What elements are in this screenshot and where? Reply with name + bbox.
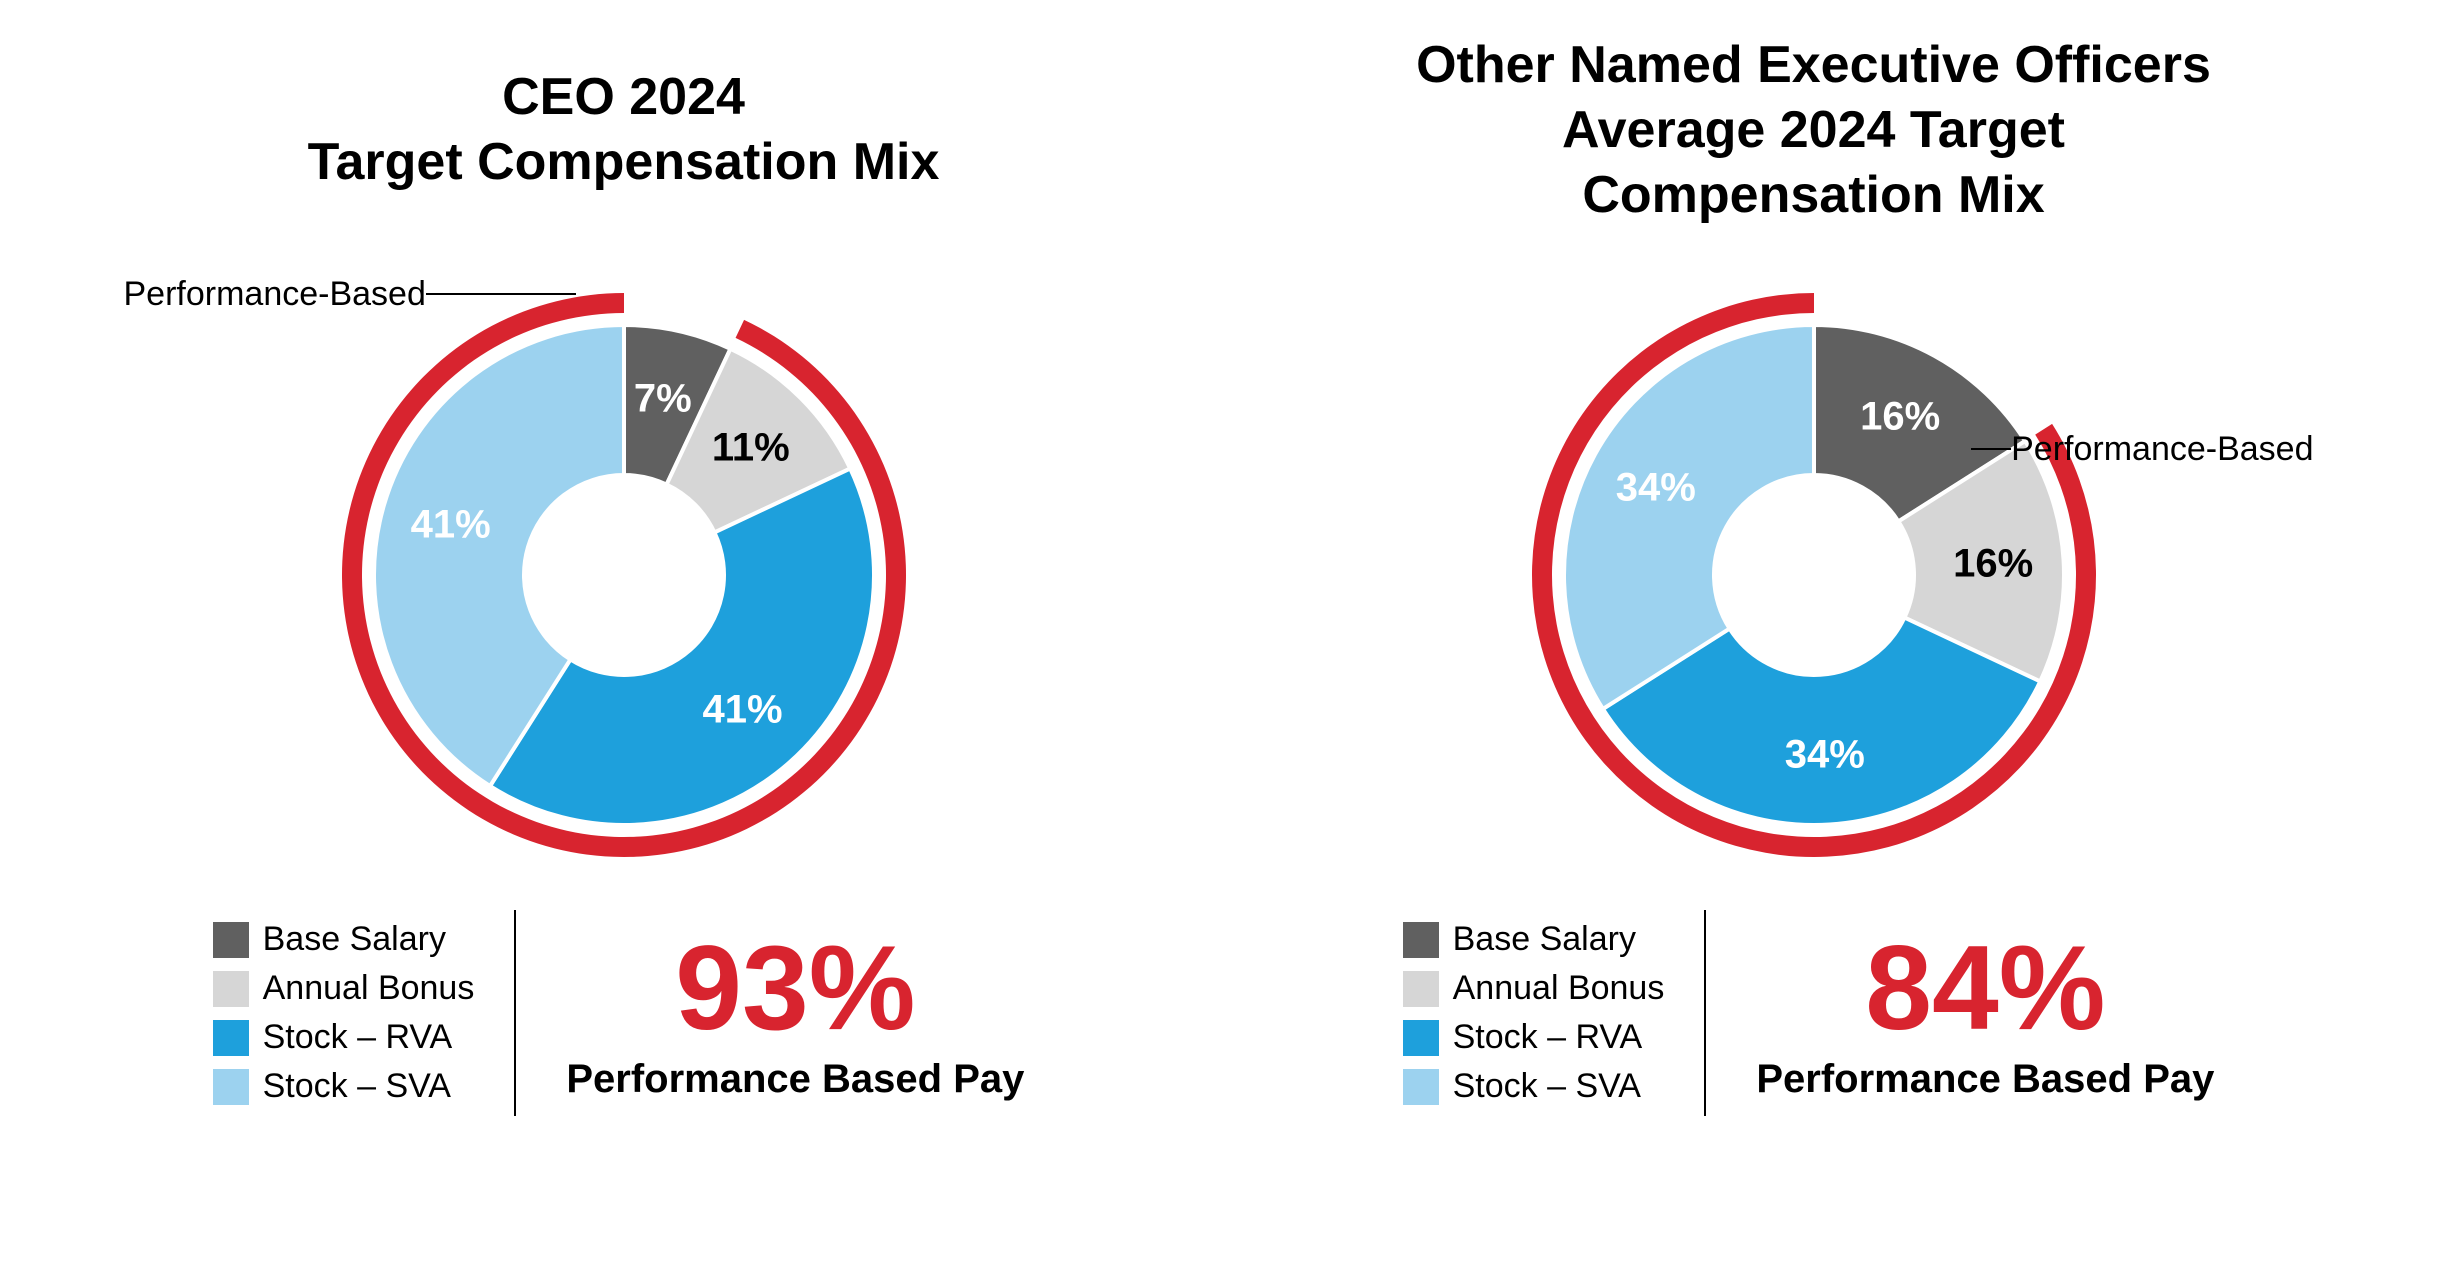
slice-label-stock_sva: 41%: [411, 502, 491, 547]
annotation-line: [426, 293, 577, 295]
legend-item-base-salary: Base Salary: [1403, 920, 1665, 959]
slice-label-annual_bonus: 11%: [712, 425, 790, 470]
performance-annotation: Performance-Based: [124, 275, 577, 314]
legend-label-annual-bonus: Annual Bonus: [263, 969, 475, 1008]
legend-label-base-salary: Base Salary: [263, 920, 446, 959]
legend-swatch-annual-bonus: [213, 971, 249, 1007]
annotation-line: [1971, 448, 2011, 450]
chart-title-ceo: CEO 2024 Target Compensation Mix: [308, 30, 940, 230]
legend-item-stock-sva: Stock – SVA: [1403, 1067, 1665, 1106]
charts-container: CEO 2024 Target Compensation Mix 7% 11% 41…: [40, 30, 2397, 1116]
slice-label-base_salary: 7%: [634, 377, 692, 422]
legend-swatch-annual-bonus: [1403, 971, 1439, 1007]
legend-label-stock-sva: Stock – SVA: [1453, 1067, 1641, 1106]
slice-label-annual_bonus: 16%: [1953, 541, 2033, 586]
big-label-neo: Performance Based Pay: [1756, 1057, 2214, 1102]
legend-item-stock-sva: Stock – SVA: [213, 1067, 475, 1106]
performance-annotation: Performance-Based: [1971, 430, 2313, 469]
legend-label-stock-rva: Stock – RVA: [263, 1018, 453, 1057]
donut-neo: 16% 16% 34% 34%: [1530, 291, 2098, 859]
chart-area-ceo: 7% 11% 41% 41% Performance-Based: [124, 250, 1124, 900]
donut-slice-stock_sva: [1564, 325, 1814, 709]
bottom-row-neo: Base Salary Annual Bonus Stock – RVA Sto…: [1289, 910, 2339, 1116]
legend-item-annual-bonus: Annual Bonus: [213, 969, 475, 1008]
slice-label-stock_rva: 34%: [1785, 732, 1865, 777]
slice-label-stock_sva: 34%: [1616, 466, 1696, 511]
performance-annotation-text: Performance-Based: [2011, 430, 2313, 469]
big-label-ceo: Performance Based Pay: [566, 1057, 1024, 1102]
performance-annotation-text: Performance-Based: [124, 275, 426, 314]
legend-item-annual-bonus: Annual Bonus: [1403, 969, 1665, 1008]
legend-swatch-stock-rva: [1403, 1020, 1439, 1056]
big-pct-neo: 84%: [1865, 925, 2105, 1051]
slice-label-base_salary: 16%: [1860, 395, 1940, 440]
big-stat-neo: 84% Performance Based Pay: [1746, 910, 2224, 1116]
legend-ceo: Base Salary Annual Bonus Stock – RVA Sto…: [213, 910, 475, 1116]
slice-label-stock_rva: 41%: [703, 688, 783, 733]
divider: [1704, 910, 1706, 1116]
legend-neo: Base Salary Annual Bonus Stock – RVA Sto…: [1403, 910, 1665, 1116]
bottom-row-ceo: Base Salary Annual Bonus Stock – RVA Sto…: [99, 910, 1149, 1116]
chart-title-neo: Other Named Executive Officers Average 2…: [1416, 30, 2211, 230]
chart-area-neo: 16% 16% 34% 34% Performance-Based: [1314, 250, 2314, 900]
big-pct-ceo: 93%: [675, 925, 915, 1051]
legend-item-base-salary: Base Salary: [213, 920, 475, 959]
panel-neo: Other Named Executive Officers Average 2…: [1289, 30, 2339, 1116]
legend-swatch-base-salary: [1403, 922, 1439, 958]
legend-swatch-base-salary: [213, 922, 249, 958]
legend-label-annual-bonus: Annual Bonus: [1453, 969, 1665, 1008]
divider: [514, 910, 516, 1116]
legend-item-stock-rva: Stock – RVA: [213, 1018, 475, 1057]
panel-ceo: CEO 2024 Target Compensation Mix 7% 11% 41…: [99, 30, 1149, 1116]
legend-label-stock-rva: Stock – RVA: [1453, 1018, 1643, 1057]
legend-swatch-stock-sva: [213, 1069, 249, 1105]
legend-label-base-salary: Base Salary: [1453, 920, 1636, 959]
legend-swatch-stock-rva: [213, 1020, 249, 1056]
big-stat-ceo: 93% Performance Based Pay: [556, 910, 1034, 1116]
legend-item-stock-rva: Stock – RVA: [1403, 1018, 1665, 1057]
legend-label-stock-sva: Stock – SVA: [263, 1067, 451, 1106]
legend-swatch-stock-sva: [1403, 1069, 1439, 1105]
donut-ceo: 7% 11% 41% 41%: [340, 291, 908, 859]
